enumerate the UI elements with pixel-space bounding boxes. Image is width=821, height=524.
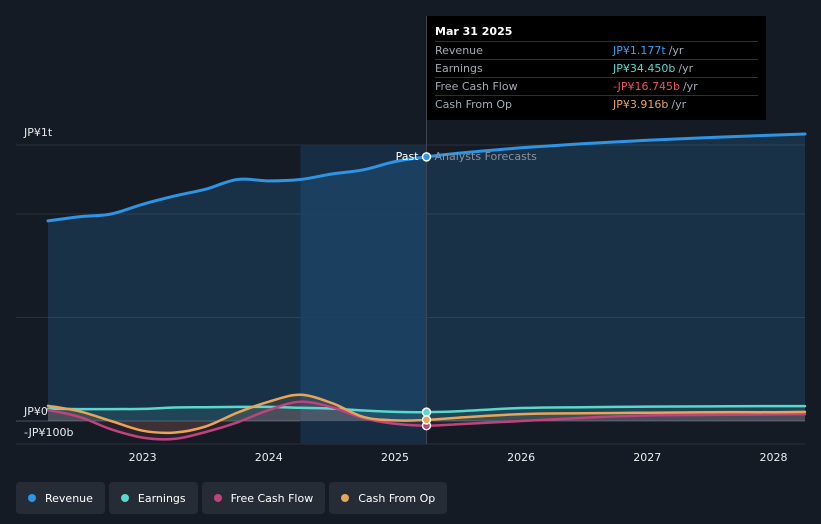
legend-dot-icon (341, 494, 350, 502)
past-label: Past (396, 150, 420, 163)
tooltip-row-name: Earnings (435, 62, 483, 75)
cash-from-op-line (46, 393, 807, 435)
tooltip-row-unit: /yr (678, 62, 694, 75)
legend-dot-icon (213, 494, 222, 502)
revenue-marker (421, 152, 432, 162)
axis-labels: JP¥1t JP¥0 -JP¥100b 2023 2024 2025 2026 2027 202… (23, 126, 787, 464)
legend-item-earnings[interactable]: Earnings (108, 482, 198, 514)
tooltip-row: Cash From Op JP¥3.916b/yr (435, 95, 758, 113)
tooltip-row: Earnings JP¥34.450b/yr (435, 59, 758, 77)
x-tick-label: 2025 (381, 451, 409, 464)
y-tick-label: JP¥1t (23, 126, 53, 139)
legend-item-revenue[interactable]: Revenue (16, 482, 105, 514)
tooltip-row-value: -JP¥16.745b (613, 80, 680, 93)
legend-label: Earnings (137, 491, 186, 505)
legend-item-free-cash-flow[interactable]: Free Cash Flow (201, 482, 326, 514)
legend-dot-icon (28, 494, 36, 502)
x-tick-label: 2028 (759, 451, 787, 464)
revenue-line (46, 132, 807, 223)
tooltip-row-value: JP¥34.450b (613, 62, 676, 75)
x-tick-label: 2024 (255, 451, 283, 464)
free-cash-flow-area (48, 401, 805, 440)
y-tick-label: -JP¥100b (24, 426, 73, 439)
x-tick-label: 2023 (129, 451, 157, 464)
chart-regions (300, 145, 427, 444)
x-tick-label: 2026 (507, 451, 535, 464)
free-cash-flow-line (46, 400, 807, 441)
data-tooltip: Mar 31 2025 Revenue JP¥1.177t/yr Earnings J… (427, 16, 766, 120)
legend-item-cash-from-op[interactable]: Cash From Op (329, 482, 448, 514)
financials-chart: JP¥1t JP¥0 -JP¥100b 2023 2024 2025 2026 2027 202… (16, 16, 807, 464)
tooltip-row-unit: /yr (668, 44, 684, 57)
highlight-markers (421, 16, 432, 444)
y-tick-label: JP¥0 (23, 405, 48, 418)
tooltip-row-value: JP¥3.916b (613, 98, 669, 111)
tooltip-row: Revenue JP¥1.177t/yr (435, 41, 758, 59)
tooltip-row-name: Cash From Op (435, 98, 513, 111)
legend-label: Cash From Op (358, 491, 436, 505)
tooltip-row-unit: /yr (682, 80, 698, 93)
tooltip-rows: Revenue JP¥1.177t/yr Earnings JP¥34.450b/yr… (435, 41, 758, 113)
forecast-label: Analysts Forecasts (435, 150, 538, 163)
tooltip-row: Free Cash Flow -JP¥16.745b/yr (435, 77, 758, 95)
legend-dot-icon (120, 494, 129, 502)
tooltip-row-name: Free Cash Flow (435, 80, 518, 93)
tooltip-row-unit: /yr (671, 98, 687, 111)
chart-legend: Revenue Earnings Free Cash Flow Cash From O… (16, 482, 448, 514)
tooltip-row-value: JP¥1.177t (613, 44, 666, 57)
tooltip-row-name: Revenue (435, 44, 483, 57)
past-highlight-region (300, 145, 427, 444)
tooltip-date: Mar 31 2025 (435, 25, 513, 38)
legend-label: Free Cash Flow (230, 491, 314, 505)
cash-from-op-marker (421, 415, 432, 425)
earnings-marker (421, 407, 432, 417)
legend-label: Revenue (45, 491, 93, 505)
x-tick-label: 2027 (633, 451, 661, 464)
